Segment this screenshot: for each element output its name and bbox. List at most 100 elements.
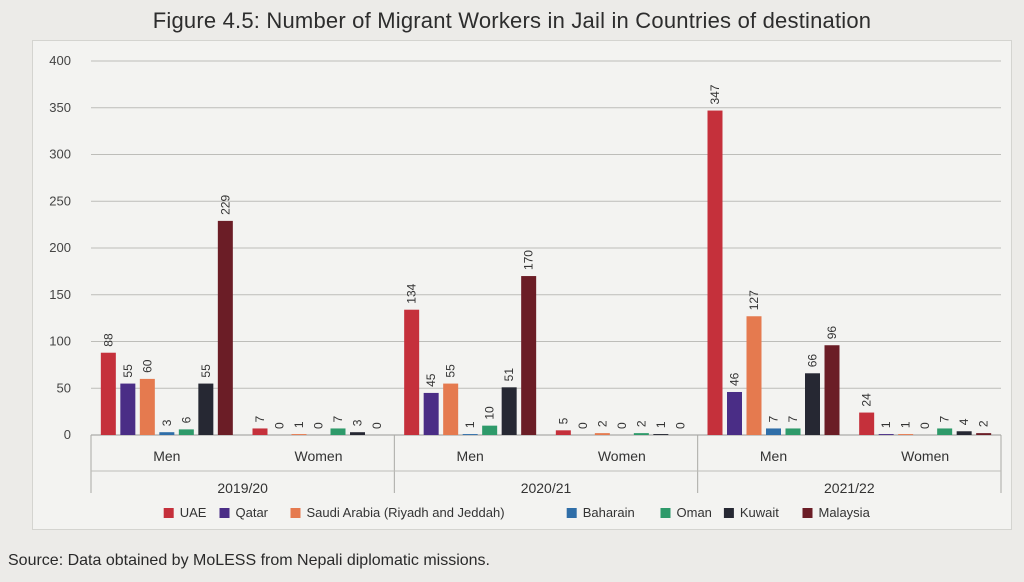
bar	[100, 352, 116, 435]
bar	[805, 373, 820, 435]
data-label: 1	[899, 421, 913, 428]
legend-swatch	[566, 508, 577, 518]
data-label: 55	[121, 364, 135, 378]
bar	[555, 430, 571, 435]
bar	[291, 434, 307, 435]
y-tick-label: 250	[49, 193, 71, 208]
legend-label: Baharain	[583, 505, 635, 520]
legend-label: Malaysia	[819, 505, 871, 520]
data-label: 4	[957, 418, 971, 425]
data-label: 2	[595, 420, 609, 427]
data-label: 170	[522, 250, 536, 270]
data-label: 3	[160, 419, 174, 426]
bar	[501, 387, 517, 435]
y-tick-label: 50	[57, 380, 71, 395]
bar	[159, 432, 175, 435]
y-tick-label: 150	[49, 287, 71, 302]
y-tick-label: 400	[49, 53, 71, 68]
legend-swatch	[723, 508, 734, 518]
legend-label: UAE	[180, 505, 207, 520]
legend-swatch	[802, 508, 813, 518]
bar	[350, 432, 365, 435]
data-label: 1	[292, 421, 306, 428]
bar	[120, 383, 136, 435]
data-label: 1	[463, 421, 477, 428]
data-label: 0	[273, 422, 287, 429]
data-label: 66	[806, 354, 820, 368]
data-label: 0	[370, 422, 384, 429]
bar	[976, 433, 992, 435]
x-category-label: Men	[153, 448, 180, 464]
x-category-label: Men	[457, 448, 484, 464]
bar	[785, 428, 801, 435]
x-group-label: 2021/22	[824, 480, 875, 496]
data-label: 2	[634, 420, 648, 427]
x-category-label: Women	[295, 448, 343, 464]
data-label: 0	[918, 422, 932, 429]
data-label: 0	[673, 422, 687, 429]
chart-panel: 0 50 100 150 200 250 300 350 400 88 55 60 3 6 55 229 Men…	[32, 40, 1012, 530]
bar	[766, 428, 781, 435]
data-label: 55	[199, 364, 213, 378]
y-tick-label: 300	[49, 147, 71, 162]
bar	[594, 433, 610, 435]
y-tick-label: 350	[49, 100, 71, 115]
data-label: 7	[786, 415, 800, 422]
data-label: 3	[351, 419, 365, 426]
legend-label: Saudi Arabia (Riyadh and Jeddah)	[307, 505, 505, 520]
x-category-label: Men	[760, 448, 787, 464]
source-note: Source: Data obtained by MoLESS from Nep…	[8, 552, 490, 569]
bar	[482, 425, 498, 435]
data-label: 7	[767, 415, 781, 422]
data-label: 96	[825, 326, 839, 340]
data-label: 46	[728, 372, 742, 386]
data-label: 55	[444, 364, 458, 378]
legend-label: Kuwait	[740, 505, 779, 520]
bar	[878, 434, 894, 435]
y-tick-label: 100	[49, 334, 71, 349]
legend-swatch	[660, 508, 671, 518]
data-label: 88	[101, 333, 115, 347]
bar	[252, 428, 268, 435]
bar	[746, 316, 762, 435]
y-tick-label: 200	[49, 240, 71, 255]
bar	[956, 431, 972, 435]
data-label: 0	[615, 422, 629, 429]
data-label: 127	[747, 290, 761, 310]
data-label: 1	[654, 421, 668, 428]
legend-swatch	[290, 508, 301, 518]
data-label: 1	[879, 421, 893, 428]
data-label: 7	[938, 415, 952, 422]
data-label: 24	[860, 393, 874, 407]
bar	[707, 110, 723, 436]
bar	[423, 392, 439, 435]
legend-swatch	[163, 508, 174, 518]
data-label: 229	[218, 195, 232, 215]
x-category-label: Women	[598, 448, 646, 464]
bar	[824, 345, 840, 435]
chart-title: Figure 4.5: Number of Migrant Workers in…	[152, 8, 872, 33]
bar	[139, 378, 155, 435]
bar	[198, 383, 214, 435]
data-label: 10	[483, 406, 497, 420]
y-tick-label: 0	[64, 427, 71, 442]
bar	[633, 433, 649, 435]
bar	[859, 412, 875, 435]
data-label: 51	[502, 368, 516, 382]
bar	[727, 391, 742, 435]
legend-label: Qatar	[236, 505, 269, 520]
bar	[404, 309, 420, 435]
bar	[462, 434, 478, 435]
bar	[443, 383, 459, 435]
data-label: 134	[405, 283, 419, 303]
data-label: 45	[424, 373, 438, 387]
legend-swatch	[219, 508, 230, 518]
data-label: 0	[312, 422, 326, 429]
data-label: 7	[253, 415, 267, 422]
bar	[937, 428, 953, 435]
bar	[178, 429, 194, 435]
bar	[330, 428, 346, 435]
x-group-label: 2020/21	[521, 480, 572, 496]
legend-label: Oman	[677, 505, 712, 520]
